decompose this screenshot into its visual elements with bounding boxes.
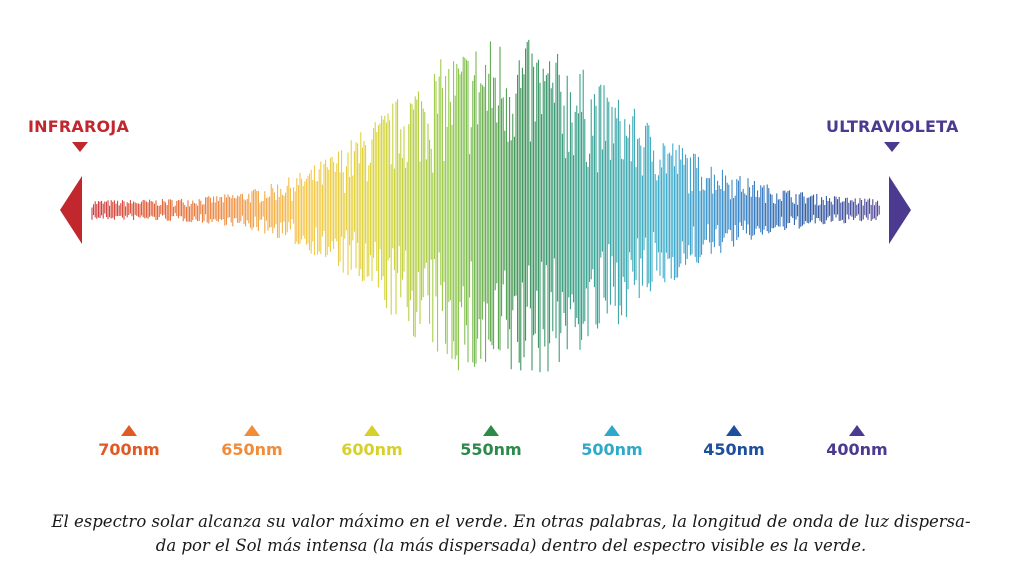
wavelength-400nm: 400nm: [826, 440, 888, 459]
ultraviolet-marker-icon: [884, 142, 900, 152]
wavelength-450nm: 450nm: [703, 440, 765, 459]
wavelength-500nm: 500nm: [581, 440, 643, 459]
ultraviolet-arrow-icon: [889, 176, 911, 244]
caption-line-2: da por el Sol más intensa (la más disper…: [155, 536, 867, 555]
marker-550nm-icon: [483, 425, 499, 436]
wavelength-650nm: 650nm: [221, 440, 283, 459]
marker-700nm-icon: [121, 425, 137, 436]
marker-500nm-icon: [604, 425, 620, 436]
figure-caption: El espectro solar alcanza su valor máxim…: [30, 510, 992, 558]
marker-600nm-icon: [364, 425, 380, 436]
spectrum-waveform: [60, 39, 911, 373]
ultraviolet-label: ULTRAVIOLETA: [826, 117, 959, 136]
wavelength-700nm: 700nm: [98, 440, 160, 459]
marker-400nm-icon: [849, 425, 865, 436]
infrared-marker-icon: [72, 142, 88, 152]
infrared-arrow-icon: [60, 176, 82, 244]
marker-450nm-icon: [726, 425, 742, 436]
marker-650nm-icon: [244, 425, 260, 436]
wavelength-600nm: 600nm: [341, 440, 403, 459]
wavelength-550nm: 550nm: [460, 440, 522, 459]
infrared-label: INFRAROJA: [28, 117, 130, 136]
caption-line-1: El espectro solar alcanza su valor máxim…: [51, 512, 971, 531]
